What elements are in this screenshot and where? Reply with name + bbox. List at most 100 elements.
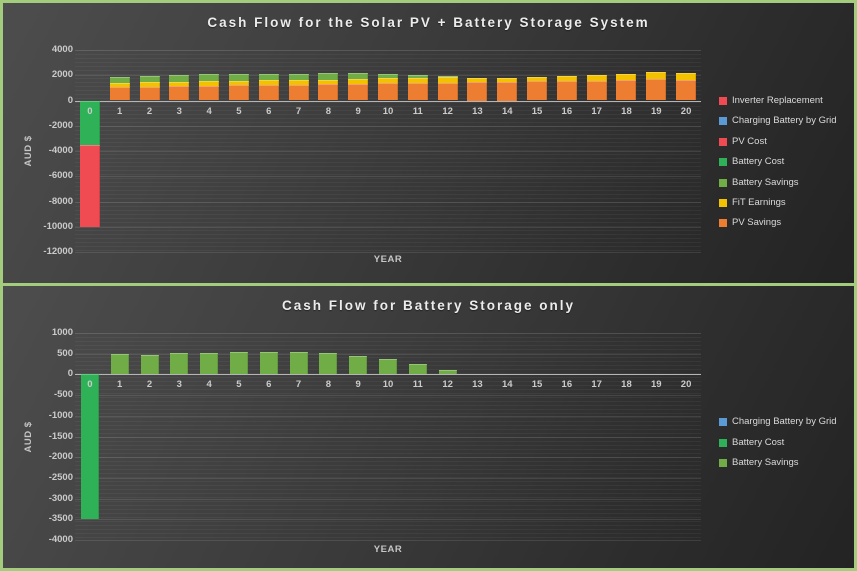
x-tick-label: 20: [680, 379, 692, 391]
y-tick-label: -10000: [43, 220, 73, 232]
bar-segment: [140, 354, 159, 375]
gridline: [75, 395, 701, 397]
bar-segment: [348, 83, 369, 101]
legend-swatch-icon: [719, 418, 727, 426]
legend-item: Inverter Replacement: [719, 94, 823, 108]
y-tick-label: 500: [57, 347, 73, 359]
legend-swatch-icon: [719, 158, 727, 167]
bar-segment: [199, 74, 220, 82]
gridline: [75, 125, 701, 127]
chart-title: Cash Flow for the Solar PV + Battery Sto…: [207, 15, 650, 30]
bar-segment: [407, 82, 428, 101]
bar-segment: [467, 81, 488, 101]
bar-segment: [378, 73, 398, 79]
x-tick-label: 15: [531, 379, 543, 391]
legend-swatch-icon: [719, 199, 727, 207]
x-tick-label: 8: [325, 379, 332, 391]
bar-segment: [408, 364, 427, 375]
y-tick-label: -8000: [48, 195, 73, 207]
y-tick-label: 4000: [51, 44, 73, 55]
bar-segment: [170, 353, 189, 375]
bar-segment: [378, 83, 398, 101]
zero-gridline: [75, 100, 701, 102]
bar-segment: [438, 370, 457, 375]
plot-area: [75, 333, 701, 541]
chart-panel-pv-battery[interactable]: Cash Flow for the Solar PV + Battery Sto…: [3, 3, 854, 283]
plot-area: [75, 50, 701, 253]
y-tick-label: -3000: [48, 492, 73, 504]
gridline: [75, 436, 701, 438]
legend-item: Battery Savings: [719, 456, 799, 470]
bar-segment: [169, 75, 190, 82]
legend-label: Battery Cost: [732, 436, 785, 448]
x-tick-label: 5: [236, 379, 242, 391]
bar-segment: [527, 77, 548, 82]
y-tick-label: -2500: [48, 471, 73, 483]
bar-segment: [109, 83, 130, 88]
chart-panel-battery-only[interactable]: Cash Flow for Battery Storage only AUD $…: [3, 286, 854, 568]
legend-swatch-icon: [719, 219, 727, 228]
bar-segment: [169, 86, 190, 101]
x-tick-label: 12: [442, 105, 453, 117]
legend-item: PV Savings: [719, 216, 781, 230]
x-tick-label: 17: [591, 105, 602, 117]
x-tick-label: 7: [295, 379, 302, 391]
x-tick-label: 13: [472, 105, 483, 117]
x-tick-label: 15: [531, 105, 543, 117]
bar-segment: [379, 358, 397, 375]
legend-swatch-icon: [719, 178, 727, 187]
bar-segment: [497, 77, 518, 82]
x-tick-label: 10: [382, 105, 394, 117]
legend-label: PV Savings: [732, 217, 782, 229]
y-tick-label: -4000: [48, 534, 73, 545]
legend-swatch-icon: [719, 97, 727, 105]
gridline: [75, 151, 701, 152]
bar-segment: [318, 84, 339, 101]
legend-label: Charging Battery by Grid: [732, 115, 837, 127]
chart-title: Cash Flow for Battery Storage only: [281, 298, 576, 313]
x-tick-label: 0: [87, 105, 93, 117]
x-tick-label: 16: [561, 105, 573, 117]
bar-segment: [139, 82, 160, 87]
bar-segment: [378, 78, 398, 84]
bar-segment: [258, 80, 279, 85]
x-tick-label: 4: [206, 379, 212, 391]
bar-segment: [79, 144, 100, 227]
bar-segment: [318, 79, 339, 85]
x-tick-label: 8: [325, 105, 332, 117]
y-tick-label: -1500: [48, 430, 73, 442]
x-tick-label: 1: [117, 105, 123, 117]
bar-segment: [200, 352, 219, 375]
x-tick-label: 7: [295, 105, 302, 117]
x-axis-title: YEAR: [373, 544, 403, 555]
x-tick-label: 2: [146, 379, 153, 391]
bar-segment: [348, 78, 369, 84]
bar-segment: [288, 85, 309, 101]
legend-label: Battery Savings: [732, 457, 799, 468]
x-tick-label: 17: [591, 379, 602, 391]
bar-segment: [586, 75, 607, 82]
x-tick-label: 5: [236, 105, 242, 117]
bar-segment: [80, 374, 99, 520]
legend-item: Charging Battery by Grid: [719, 114, 837, 128]
bar-segment: [288, 73, 309, 81]
bar-segment: [229, 351, 248, 375]
gridline: [75, 201, 701, 203]
x-tick-label: 6: [266, 379, 272, 391]
zero-gridline: [75, 374, 701, 376]
legend-swatch-icon: [719, 117, 727, 126]
bar-segment: [586, 81, 607, 101]
bar-segment: [437, 77, 458, 83]
y-tick-label: -3500: [48, 513, 73, 525]
x-tick-label: 19: [650, 105, 662, 117]
legend-label: Inverter Replacement: [732, 95, 823, 106]
gridline: [75, 519, 701, 521]
y-tick-label: -6000: [48, 170, 73, 182]
bar-segment: [676, 79, 697, 101]
bar-segment: [109, 77, 130, 84]
gridline: [75, 176, 701, 178]
bar-segment: [349, 355, 368, 375]
x-tick-label: 0: [87, 379, 93, 391]
legend-item: PV Cost: [719, 135, 767, 149]
